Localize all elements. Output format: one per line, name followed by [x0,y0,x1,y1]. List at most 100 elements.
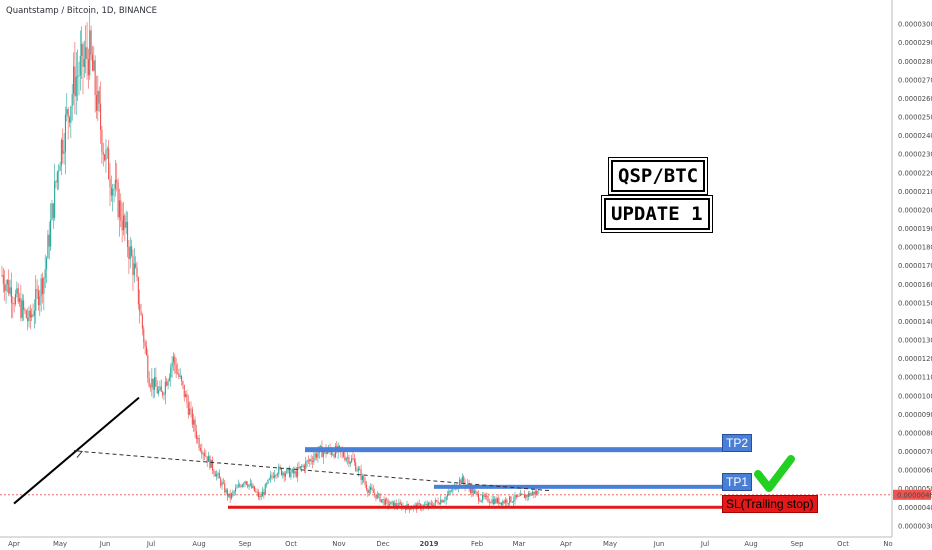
candle-body [505,499,507,503]
candle-body [151,378,153,388]
candle-body [459,479,461,487]
candle-body [82,43,84,67]
candle-body [93,60,95,71]
candle-body [164,381,166,395]
candle-body [536,490,538,494]
candle-body [21,300,23,318]
candle-body [210,459,212,468]
candle-body [521,493,523,495]
candle-body [525,494,527,499]
price-tick-label: 0.00001500 [898,299,932,307]
price-tick-label: 0.00002400 [898,132,932,140]
candle-body [264,484,266,495]
candle-body [225,489,227,493]
candle-body [425,503,427,505]
candle-body [251,483,253,488]
candle-body [185,394,187,398]
candle-body [154,377,156,390]
candle-body [272,476,274,478]
price-tick-label: 0.00001200 [898,355,932,363]
candle-body [486,495,488,497]
candle-body [282,472,284,476]
candle-body [371,487,373,490]
candle-body [502,501,504,505]
candle-body [386,499,388,501]
price-tick-label: 0.00002100 [898,188,932,196]
candle-body [375,494,377,499]
candle-body [17,288,19,302]
candle-body [514,495,516,501]
candle-body [270,475,272,479]
candle-body [305,461,307,469]
candle-body [388,504,390,506]
candle-body [279,466,281,469]
candle-body [104,154,106,161]
candle-body [345,458,347,461]
candle-body [253,486,255,492]
candle-body [29,310,31,318]
candle-body [255,491,257,493]
candle-body [4,284,6,292]
candle-body [106,148,108,150]
candle-body [47,234,49,259]
candle-body [488,501,490,503]
price-tick-label: 0.00000500 [898,485,932,493]
candle-body [480,500,482,502]
candle-body [289,467,291,478]
time-tick-label: Sep [239,540,252,548]
candle-body [295,471,297,477]
candle-body [437,501,439,504]
price-tick-label: 0.00002500 [898,114,932,122]
candle-body [31,314,33,318]
candle-body [507,503,509,504]
candle-body [343,451,345,457]
candle-body [147,354,149,378]
candle-body [160,386,162,392]
candle-body [460,479,462,483]
price-tick-label: 0.00000900 [898,411,932,419]
candle-body [100,103,102,130]
candle-body [376,494,378,499]
candle-body [344,456,346,461]
candle-body [236,487,238,489]
candle-body [395,503,397,507]
candle-body [391,501,393,503]
candle-body [283,472,285,477]
candle-body [368,490,370,493]
candle-body [398,502,400,507]
candle-body [511,501,513,503]
time-tick-label: Oct [285,540,297,548]
candle-body [121,220,123,231]
candle-body [374,493,376,495]
price-tick-label: 0.00002300 [898,151,932,159]
candle-body [16,288,18,294]
price-tick-label: 0.00001000 [898,392,932,400]
candle-body [509,496,511,504]
candle-body [94,60,96,96]
candle-body [66,109,68,115]
candle-body [128,247,130,260]
candle-body [275,474,277,476]
price-tick-label: 0.00000800 [898,429,932,437]
candle-body [78,75,80,77]
candle-body [372,489,374,494]
candle-body [6,280,8,285]
candle-body [310,459,312,462]
candle-body [429,502,431,504]
candle-body [314,453,316,458]
candle-body [469,487,471,493]
candle-body [1,275,3,276]
candle-body [129,246,131,260]
current-price-tag [893,489,931,500]
candle-body [85,47,87,60]
candle-body [260,495,262,497]
sl-level-line [228,505,722,509]
candle-body [244,481,246,484]
candle-body [517,495,519,498]
current-price-label: 0.00000467 [897,491,932,499]
candle-body [476,491,478,494]
time-tick-label: May [53,540,67,548]
candle-body [449,490,451,492]
price-tick-label: 0.00000700 [898,448,932,456]
candle-body [291,469,293,473]
